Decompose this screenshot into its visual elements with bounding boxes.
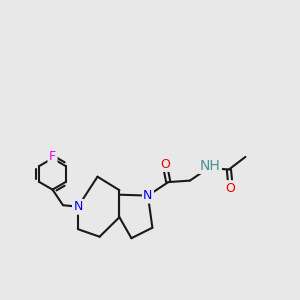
- Text: F: F: [49, 150, 56, 164]
- Text: N: N: [73, 200, 83, 213]
- Text: N: N: [143, 189, 153, 202]
- Text: F: F: [49, 150, 56, 164]
- Text: N: N: [143, 189, 153, 202]
- Text: NH: NH: [200, 159, 220, 172]
- Text: N: N: [73, 200, 83, 213]
- Text: NH: NH: [200, 159, 220, 172]
- Text: O: O: [226, 182, 235, 195]
- Text: O: O: [160, 158, 170, 171]
- Text: O: O: [160, 158, 170, 171]
- Text: O: O: [226, 182, 235, 195]
